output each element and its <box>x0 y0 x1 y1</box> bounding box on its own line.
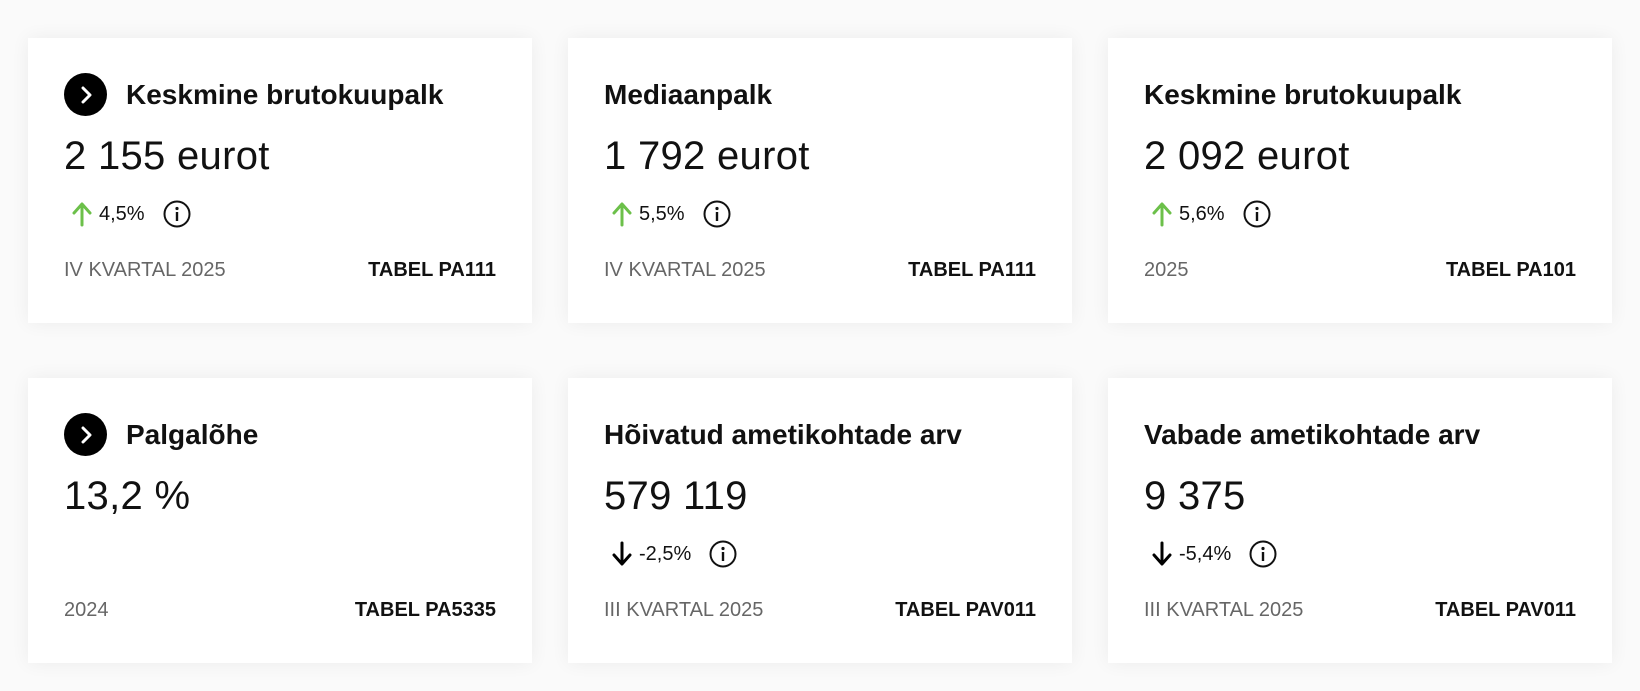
change-percent: 4,5% <box>99 202 145 225</box>
card-period: IV KVARTAL 2025 <box>64 259 226 281</box>
change-percent: 5,5% <box>639 202 685 225</box>
table-link[interactable]: TABEL PA5335 <box>354 599 496 621</box>
stat-card-average-gross-wage-annual: Keskmine brutokuupalk 2 092 eurot 5,6% 2… <box>1108 38 1612 323</box>
info-icon[interactable] <box>1242 199 1272 229</box>
card-period: 2024 <box>64 599 109 621</box>
info-icon[interactable] <box>708 539 738 569</box>
card-change: 5,5% <box>608 199 732 229</box>
chevron-right-icon[interactable] <box>64 73 107 116</box>
card-header: Keskmine brutokuupalk <box>64 73 443 116</box>
card-value: 9 375 <box>1144 474 1246 518</box>
card-value: 579 119 <box>604 474 748 518</box>
card-change: -2,5% <box>608 539 738 569</box>
card-change: -5,4% <box>1148 539 1278 569</box>
arrow-up-icon <box>1148 199 1176 229</box>
card-header: Vabade ametikohtade arv <box>1144 413 1480 456</box>
card-period: 2025 <box>1144 259 1189 281</box>
card-value: 2 092 eurot <box>1144 134 1350 178</box>
card-value: 2 155 eurot <box>64 134 270 178</box>
table-link[interactable]: TABEL PA111 <box>908 259 1036 281</box>
stat-card-vacant-posts: Vabade ametikohtade arv 9 375 -5,4% III … <box>1108 378 1612 663</box>
card-value: 13,2 % <box>64 474 191 518</box>
info-icon[interactable] <box>1248 539 1278 569</box>
change-percent: -2,5% <box>639 542 692 565</box>
table-link[interactable]: TABEL PA111 <box>368 259 496 281</box>
arrow-down-icon <box>1148 539 1176 569</box>
arrow-up-icon <box>68 199 96 229</box>
table-link[interactable]: TABEL PA101 <box>1445 259 1576 281</box>
stat-card-median-wage: Mediaanpalk 1 792 eurot 5,5% IV KVARTAL … <box>568 38 1072 323</box>
change-percent: -5,4% <box>1179 542 1232 565</box>
info-icon[interactable] <box>162 199 192 229</box>
card-period: III KVARTAL 2025 <box>604 599 764 621</box>
card-title: Mediaanpalk <box>604 78 773 110</box>
change-percent: 5,6% <box>1179 202 1225 225</box>
chevron-right-icon[interactable] <box>64 413 107 456</box>
card-title: Keskmine brutokuupalk <box>126 78 444 110</box>
card-header: Palgalõhe <box>64 413 258 456</box>
card-change: 5,6% <box>1148 199 1272 229</box>
card-header: Hõivatud ametikohtade arv <box>604 413 962 456</box>
stat-card-occupied-posts: Hõivatud ametikohtade arv 579 119 -2,5% … <box>568 378 1072 663</box>
stat-card-average-gross-wage: Keskmine brutokuupalk 2 155 eurot 4,5% I… <box>28 38 532 323</box>
stat-card-pay-gap: Palgalõhe 13,2 % 2024 TABEL PA5335 <box>28 378 532 663</box>
card-change: 4,5% <box>68 199 192 229</box>
table-link[interactable]: TABEL PAV011 <box>1435 599 1576 621</box>
info-icon[interactable] <box>702 199 732 229</box>
card-period: IV KVARTAL 2025 <box>604 259 766 281</box>
card-title: Keskmine brutokuupalk <box>1144 78 1462 110</box>
card-title: Hõivatud ametikohtade arv <box>604 418 962 450</box>
card-title: Palgalõhe <box>126 418 259 450</box>
table-link[interactable]: TABEL PAV011 <box>895 599 1036 621</box>
arrow-up-icon <box>608 199 636 229</box>
card-title: Vabade ametikohtade arv <box>1144 418 1481 450</box>
card-header: Keskmine brutokuupalk <box>1144 73 1461 116</box>
card-value: 1 792 eurot <box>604 134 810 178</box>
card-header: Mediaanpalk <box>604 73 772 116</box>
arrow-down-icon <box>608 539 636 569</box>
card-period: III KVARTAL 2025 <box>1144 599 1304 621</box>
